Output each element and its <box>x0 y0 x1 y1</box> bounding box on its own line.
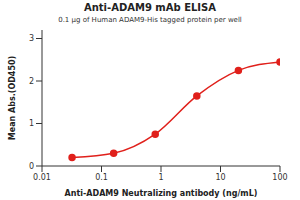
svg-text:0: 0 <box>29 162 34 171</box>
html-text:Anti-ADAM9 mAb ELISA: Anti-ADAM9 mAb ELISA <box>84 2 216 13</box>
svg-text:Mean Abs.(OD450): Mean Abs.(OD450) <box>8 56 17 140</box>
svg-text:10: 10 <box>215 173 225 182</box>
svg-text:3: 3 <box>29 34 34 43</box>
svg-text:2: 2 <box>29 77 34 86</box>
svg-text:0.1: 0.1 <box>95 173 108 182</box>
html-text:0.1 μg of Human ADAM9-His tagg: 0.1 μg of Human ADAM9-His tagged protein… <box>58 16 242 24</box>
svg-text:100: 100 <box>272 173 287 182</box>
svg-text:1: 1 <box>29 119 34 128</box>
svg-text:1: 1 <box>158 173 163 182</box>
svg-text:Anti-ADAM9 Neutralizing antibo: Anti-ADAM9 Neutralizing antibody (ng/mL) <box>65 189 258 198</box>
svg-text:0.01: 0.01 <box>33 173 51 182</box>
